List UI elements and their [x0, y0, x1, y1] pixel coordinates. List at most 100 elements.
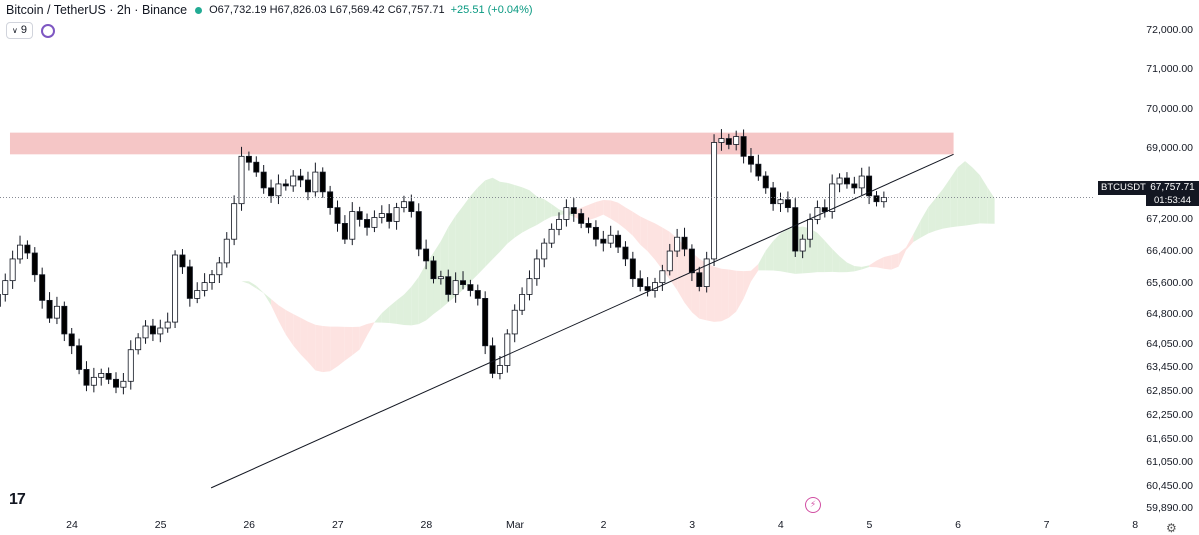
candle-body — [725, 138, 732, 145]
cloud-segment — [743, 270, 751, 299]
candle-body — [9, 258, 16, 282]
candle-body — [127, 349, 134, 382]
candle-body — [873, 195, 880, 203]
sync-icon[interactable] — [40, 23, 55, 38]
candle-body — [120, 380, 127, 388]
market-status-dot — [195, 6, 203, 14]
candle-body — [526, 278, 533, 295]
y-tick-label: 61,650.00 — [1146, 432, 1193, 445]
candle-body — [17, 244, 24, 260]
candle-body — [629, 258, 636, 280]
y-tick-label: 62,850.00 — [1146, 385, 1193, 398]
cloud-segment — [750, 263, 759, 282]
candle-body — [762, 175, 769, 189]
cloud-segment — [654, 223, 663, 270]
cloud-segment — [824, 240, 833, 273]
cloud-segment — [440, 227, 449, 309]
cloud-segment — [514, 185, 523, 238]
candles-layer — [0, 129, 887, 395]
y-tick-label: 65,600.00 — [1146, 276, 1193, 289]
candle-body — [53, 305, 60, 319]
cloud-segment — [832, 248, 840, 273]
candle-body — [290, 175, 297, 187]
candle-body — [408, 201, 415, 212]
candle-body — [253, 161, 260, 173]
cloud-segment — [817, 232, 825, 273]
candle-body — [437, 276, 444, 280]
symbol-title[interactable]: Bitcoin / TetherUS · 2h · Binance — [6, 3, 188, 17]
resistance-zone-layer — [9, 132, 954, 155]
candle-body — [105, 373, 112, 380]
y-tick-label: 60,450.00 — [1146, 479, 1193, 492]
candle-body — [858, 175, 865, 189]
candle-body — [821, 207, 828, 212]
candle-body — [644, 286, 651, 291]
candle-body — [467, 284, 474, 291]
candle-body — [142, 325, 149, 339]
cloud-segment — [485, 177, 493, 267]
cloud-segment — [285, 309, 294, 346]
candle-body — [364, 219, 371, 228]
candle-body — [430, 260, 437, 280]
candle-body — [312, 171, 319, 193]
cloud-segment — [928, 198, 936, 234]
cloud-segment — [906, 234, 914, 251]
cloud-segment — [618, 202, 626, 230]
candle-body — [784, 199, 791, 209]
settings-icon[interactable]: ⚙ — [1166, 521, 1177, 535]
x-tick-label: 8 — [1132, 519, 1139, 531]
cloud-segment — [876, 257, 884, 269]
candle-body — [533, 258, 540, 280]
cloud-segment — [647, 219, 655, 260]
candle-body — [371, 217, 378, 228]
cloud-segment — [869, 260, 877, 268]
price-change: +25.51 (+0.04%) — [450, 4, 533, 16]
candle-body — [755, 163, 762, 177]
candle-body — [46, 299, 53, 319]
cloud-segment — [330, 326, 338, 372]
cloud-segment — [780, 229, 788, 273]
cloud-segment — [979, 175, 988, 224]
candle-body — [807, 219, 814, 240]
candle-body — [578, 213, 585, 224]
cloud-segment — [632, 211, 641, 245]
cloud-segment — [293, 313, 301, 355]
lightning-icon[interactable]: ⚡ — [805, 497, 821, 513]
candle-body — [519, 294, 526, 311]
candle-body — [703, 258, 710, 287]
candle-body — [866, 175, 873, 197]
candle-body — [718, 138, 725, 143]
cloud-segment — [972, 167, 980, 225]
candle-body — [659, 270, 666, 284]
tradingview-logo-icon[interactable]: 17 — [9, 491, 26, 508]
candle-body — [460, 280, 467, 285]
y-tick-label: 61,050.00 — [1146, 456, 1193, 469]
candle-body — [194, 290, 201, 299]
cloud-segment — [861, 265, 870, 270]
cloud-segment — [322, 326, 331, 373]
candle-body — [356, 211, 363, 220]
x-tick-label: 4 — [777, 519, 784, 531]
y-tick-label: 64,800.00 — [1146, 308, 1193, 321]
cloud-segment — [839, 256, 847, 273]
candle-body — [504, 333, 511, 366]
x-tick-label: 27 — [331, 519, 344, 531]
candle-body — [268, 187, 275, 197]
y-tick-label: 63,450.00 — [1146, 361, 1193, 374]
cloud-segment — [529, 190, 537, 229]
candle-body — [541, 242, 548, 260]
bar-countdown-badge: 01:53:44 — [1146, 195, 1199, 206]
cloud-segment — [965, 161, 973, 226]
cloud-segment — [470, 187, 478, 282]
candle-body — [135, 337, 142, 351]
indicator-toolbar: ∨ 9 — [6, 22, 55, 39]
candle-body — [319, 171, 326, 193]
cloud-segment — [278, 305, 286, 335]
indicators-toggle-button[interactable]: ∨ 9 — [6, 22, 33, 39]
candle-body — [201, 282, 208, 291]
candle-body — [209, 274, 215, 284]
candle-body — [216, 262, 223, 276]
candle-body — [90, 376, 97, 386]
cloud-segment — [507, 182, 515, 244]
